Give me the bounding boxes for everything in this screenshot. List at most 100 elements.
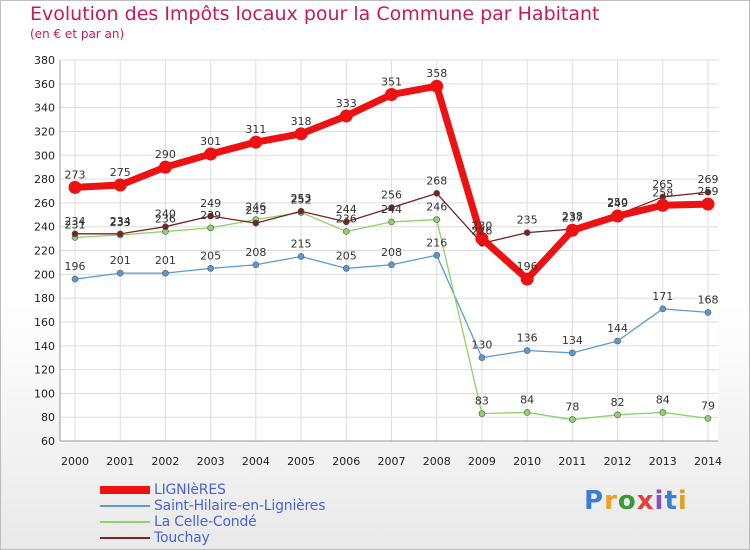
data-label: 84 [656, 393, 670, 406]
legend-swatch-touchay [100, 537, 150, 539]
data-point-la-celle-cond- [207, 224, 214, 232]
data-label: 236 [155, 212, 176, 225]
legend-label: La Celle-Condé [154, 514, 257, 530]
data-point-ligni-res [113, 178, 127, 192]
data-label: 246 [245, 201, 266, 214]
legend-item: La Celle-Condé [100, 514, 400, 530]
data-point-touchay [388, 204, 395, 211]
data-label: 244 [336, 203, 357, 216]
data-label: 318 [291, 115, 312, 128]
axis-layer: 60 80 100 120 140 160 180 200 220 240 260 280 300 320… [34, 54, 722, 468]
data-label: 83 [475, 395, 489, 408]
data-label: 208 [381, 246, 402, 259]
data-point-touchay [342, 218, 350, 226]
data-point-la-celle-cond- [342, 228, 350, 235]
data-label: 196 [517, 260, 538, 273]
data-point-ligni-res [565, 223, 579, 237]
series-layer [68, 79, 715, 423]
proxiti-logo: Proxiti [584, 486, 688, 516]
data-label: 79 [701, 399, 715, 412]
data-label: 351 [381, 76, 402, 89]
data-point-ligni-res [520, 272, 534, 286]
legend-swatch-lignieres [100, 486, 150, 494]
data-label: 130 [471, 339, 492, 352]
data-label: 215 [291, 237, 312, 250]
y-tick-label: 260 [34, 197, 55, 210]
data-label: 201 [155, 254, 176, 267]
data-point-saint-hilaire-en-ligni-res [207, 265, 214, 272]
data-label: 268 [426, 174, 447, 187]
x-tick-label: 2008 [423, 455, 451, 468]
data-point-saint-hilaire-en-ligni-res [569, 349, 576, 357]
data-label: 196 [65, 260, 86, 273]
x-tick-label: 2014 [694, 455, 722, 468]
data-label: 290 [155, 148, 176, 161]
data-point-touchay [252, 219, 260, 227]
logo-letter: o [617, 486, 637, 516]
data-label-layer: 273 2752903013113183333513582301962372492… [65, 67, 719, 413]
data-point-ligni-res [339, 109, 353, 123]
data-label: 171 [652, 290, 673, 303]
y-tick-label: 280 [34, 173, 55, 186]
data-label: 239 [200, 209, 221, 222]
y-tick-label: 200 [34, 268, 55, 281]
data-point-saint-hilaire-en-ligni-res [388, 261, 395, 269]
legend-label: LIGNIèRES [154, 482, 226, 498]
data-label: 226 [471, 224, 492, 237]
data-point-la-celle-cond- [523, 409, 531, 416]
data-point-ligni-res [158, 160, 172, 174]
data-label: 246 [426, 201, 447, 214]
chart-title: Evolution des Impôts locaux pour la Comm… [30, 3, 600, 25]
legend-label: Touchay [154, 530, 210, 546]
data-label: 235 [517, 214, 538, 227]
x-tick-label: 2009 [468, 455, 496, 468]
data-point-ligni-res [68, 180, 82, 194]
data-label: 230 [471, 220, 492, 233]
data-point-ligni-res [204, 147, 218, 161]
data-point-saint-hilaire-en-ligni-res [704, 309, 712, 316]
legend-item: LIGNIèRES [100, 482, 400, 498]
data-label: 311 [245, 123, 266, 136]
data-label: 238 [562, 210, 583, 223]
data-label: 84 [520, 393, 534, 406]
y-tick-label: 380 [34, 54, 55, 67]
y-tick-label: 360 [34, 78, 55, 91]
data-label: 250 [607, 196, 628, 209]
data-label: 269 [698, 173, 719, 186]
data-point-ligni-res [475, 232, 489, 246]
x-tick-label: 2007 [378, 455, 406, 468]
chart-subtitle: (en € et par an) [30, 27, 125, 41]
data-point-ligni-res [249, 135, 263, 149]
x-tick-label: 2006 [332, 455, 360, 468]
legend: LIGNIèRES Saint-Hilaire-en-Lignières La … [100, 482, 400, 546]
x-tick-label: 2000 [61, 455, 89, 468]
legend-label: Saint-Hilaire-en-Lignières [154, 498, 326, 514]
data-label: 358 [426, 67, 447, 80]
data-label: 233 [110, 216, 131, 229]
y-tick-label: 240 [34, 221, 55, 234]
data-label: 216 [426, 236, 447, 249]
data-label: 208 [245, 246, 266, 259]
data-point-saint-hilaire-en-ligni-res [116, 269, 124, 277]
y-tick-label: 320 [34, 125, 55, 138]
data-point-ligni-res [701, 197, 715, 211]
data-point-saint-hilaire-en-ligni-res [162, 269, 169, 277]
data-label: 234 [65, 215, 86, 228]
data-label: 333 [336, 97, 357, 110]
data-label: 237 [562, 211, 583, 224]
data-label: 301 [200, 135, 221, 148]
data-point-ligni-res [294, 127, 308, 141]
x-tick-label: 2012 [604, 455, 632, 468]
data-label: 256 [381, 189, 402, 202]
data-label: 253 [291, 192, 312, 205]
data-point-la-celle-cond- [704, 415, 712, 422]
data-point-saint-hilaire-en-ligni-res [614, 337, 621, 345]
legend-swatch-saint-hilaire [100, 505, 150, 507]
data-label: 258 [652, 186, 673, 199]
data-point-touchay [116, 230, 124, 238]
grid-layer [60, 59, 718, 442]
data-label: 240 [155, 208, 176, 221]
data-label: 231 [65, 218, 86, 231]
data-label: 144 [607, 322, 628, 335]
